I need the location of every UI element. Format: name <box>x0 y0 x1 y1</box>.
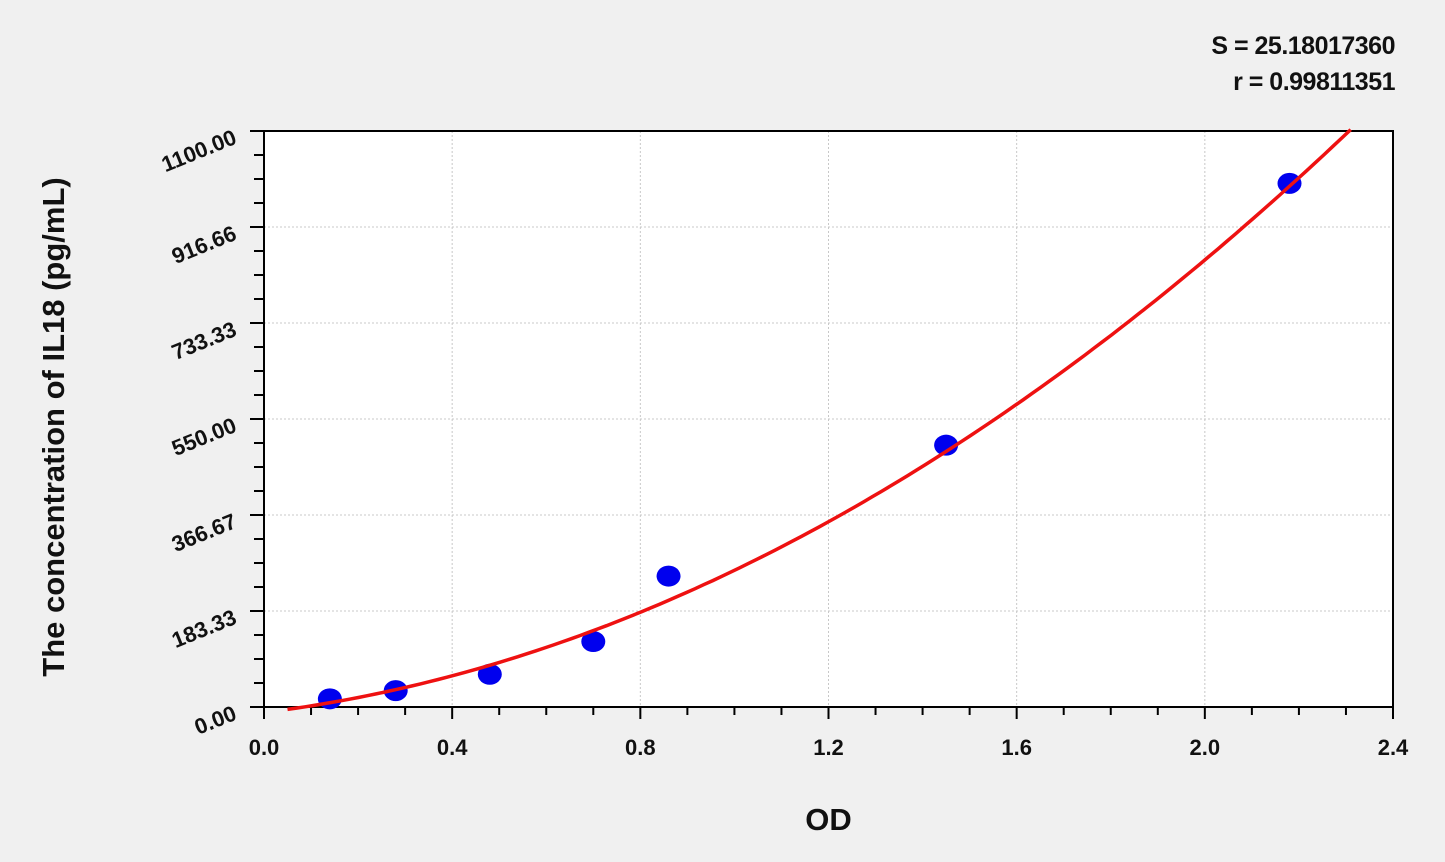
x-tick-label: 1.2 <box>813 735 844 760</box>
x-tick-label: 0.8 <box>625 735 656 760</box>
x-tick-label: 2.4 <box>1378 735 1409 760</box>
y-tick-label: 183.33 <box>168 604 240 652</box>
data-point <box>656 565 681 587</box>
x-tick-label: 2.0 <box>1190 735 1221 760</box>
data-point <box>581 631 606 653</box>
y-tick-label: 550.00 <box>168 412 240 460</box>
x-tick-label: 0.4 <box>437 735 468 760</box>
data-point <box>477 663 502 685</box>
y-tick-label: 1100.00 <box>158 124 240 177</box>
x-tick-label: 0.0 <box>249 735 280 760</box>
s-annotation: S = 25.18017360 <box>1211 32 1395 60</box>
data-point <box>1277 172 1302 194</box>
y-tick-label: 0.00 <box>191 700 240 739</box>
y-tick-label: 916.66 <box>168 220 240 268</box>
y-tick-label: 733.33 <box>168 316 240 364</box>
data-point <box>317 688 342 710</box>
data-point <box>934 434 959 456</box>
r-annotation: r = 0.99811351 <box>1233 68 1395 96</box>
fit-curve <box>287 128 1352 712</box>
y-axis-label: The concentration of IL18 (pg/mL) <box>36 177 71 676</box>
x-tick-label: 1.6 <box>1001 735 1032 760</box>
y-tick-label: 366.67 <box>168 508 240 556</box>
x-axis-label: OD <box>805 802 852 837</box>
